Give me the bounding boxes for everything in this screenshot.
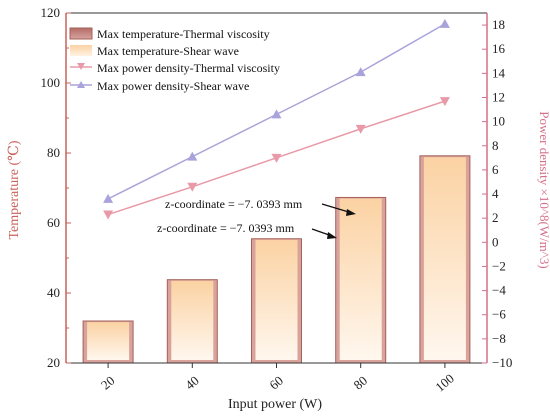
y-right-tick-label-16: 16	[492, 41, 506, 56]
y-right-tick-label-18: 18	[492, 17, 505, 32]
legend-label-shear-bar: Max temperature-Shear wave	[97, 44, 239, 58]
point-shear-80	[355, 67, 366, 77]
lines-layer	[103, 18, 450, 220]
legend-marker-thermal	[77, 63, 85, 70]
annotation-text-power-density: z-coordinate = −7. 0393 mm	[165, 197, 303, 211]
y-right-tick-label-6: 6	[492, 162, 499, 177]
y-right-tick-label-14: 14	[492, 65, 506, 80]
point-thermal-20	[103, 210, 114, 220]
annotation-arrowhead-power-density	[346, 209, 356, 216]
y-left-tick-label-80: 80	[47, 145, 60, 160]
point-shear-100	[439, 18, 450, 28]
y-left-tick-label-60: 60	[47, 215, 60, 230]
bar-shear-40	[171, 280, 214, 360]
bar-shear-60	[255, 239, 298, 360]
y-left-tick-label-20: 20	[47, 355, 60, 370]
y-right-tick-label-0: 0	[492, 234, 499, 249]
legend-label-thermal-line: Max power density-Thermal viscosity	[97, 61, 280, 75]
point-thermal-80	[355, 124, 366, 134]
legend-label-thermal-bar: Max temperature-Thermal viscosity	[97, 27, 270, 41]
y-right-tick-label-2: 2	[492, 210, 499, 225]
x-axis-title: Input power (W)	[228, 397, 322, 412]
y-right-tick-label-12: 12	[492, 89, 505, 104]
bar-shear-80	[339, 198, 382, 360]
y-left-tick-label-120: 120	[41, 5, 61, 20]
y-left-tick-label-40: 40	[47, 285, 60, 300]
x-tick-label-60: 60	[266, 373, 286, 393]
y-right-tick-label--10: −10	[492, 355, 512, 370]
bar-shear-100	[423, 157, 466, 360]
legend-label-shear-line: Max power density-Shear wave	[97, 79, 249, 93]
annotation-arrowhead-temperature	[327, 232, 337, 239]
point-shear-60	[271, 109, 282, 119]
x-tick-label-80: 80	[351, 373, 371, 393]
y-right-tick-label-10: 10	[492, 114, 505, 129]
x-tick-label-20: 20	[98, 373, 118, 393]
y-axis-title-left: Temperature (℃)	[7, 140, 22, 239]
y-right-tick-label-8: 8	[492, 138, 499, 153]
x-tick-label-100: 100	[432, 371, 457, 395]
legend-marker-shear	[77, 81, 85, 88]
annotation-text-temperature: z-coordinate = −7. 0393 mm	[157, 221, 295, 235]
point-shear-40	[187, 151, 198, 161]
bars-layer	[82, 155, 471, 364]
y-right-tick-label--2: −2	[492, 258, 506, 273]
y-right-tick-label-4: 4	[492, 186, 499, 201]
point-thermal-60	[271, 153, 282, 163]
legend-swatch-thermal-bar	[69, 27, 93, 40]
annotations-layer: z-coordinate = −7. 0393 mm z-coordinate =…	[157, 197, 356, 239]
y-left-tick-label-100: 100	[41, 75, 61, 90]
point-thermal-40	[187, 182, 198, 192]
x-tick-label-40: 40	[182, 373, 202, 393]
y-right-tick-label--8: −8	[492, 331, 506, 346]
point-thermal-100	[439, 97, 450, 107]
point-shear-20	[103, 193, 114, 203]
bar-shear-20	[87, 322, 130, 360]
y-axis-title-right: Power density ×10^8(W/m^3)	[537, 111, 550, 268]
legend-swatch-shear-bar	[70, 45, 92, 56]
legend: Max temperature-Thermal viscosity Max te…	[69, 27, 280, 93]
y-right-tick-label--4: −4	[492, 283, 506, 298]
y-right-tick-label--6: −6	[492, 307, 506, 322]
